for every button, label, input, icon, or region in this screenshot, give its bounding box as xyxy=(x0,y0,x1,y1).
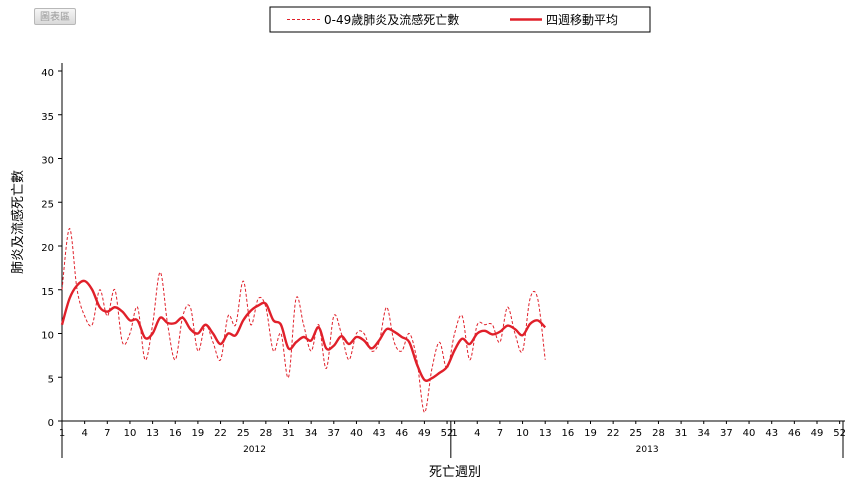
x-tick-label: 16 xyxy=(561,428,574,439)
x-tick-label: 10 xyxy=(124,428,137,439)
x-tick-label: 31 xyxy=(675,428,688,439)
x-tick-label: 34 xyxy=(305,428,318,439)
x-tick-label: 13 xyxy=(146,428,159,439)
axes xyxy=(61,63,845,458)
year-label: 2013 xyxy=(636,445,659,455)
y-tick-label: 10 xyxy=(41,331,54,342)
x-tick-label: 40 xyxy=(743,428,756,439)
x-tick-label: 1 xyxy=(451,428,457,439)
x-tick-label: 46 xyxy=(788,428,801,439)
x-tick-label: 10 xyxy=(516,428,529,439)
chart-area-badge: 圖表區 xyxy=(34,8,76,25)
series-lines xyxy=(60,228,547,413)
x-tick-label: 43 xyxy=(373,428,386,439)
x-tick-label: 13 xyxy=(539,428,552,439)
legend-entry-deaths: 0-49歲肺炎及流感死亡數 xyxy=(324,12,459,27)
year-label: 2012 xyxy=(243,445,266,455)
x-tick-label: 52 xyxy=(833,428,845,439)
x-tick-label: 37 xyxy=(327,428,340,439)
y-axis-ticks: 0 5 10 15 20 25 30 35 40 xyxy=(41,68,62,429)
y-tick-label: 20 xyxy=(41,243,54,254)
x-tick-label: 1 xyxy=(59,428,65,439)
x-tick-label: 22 xyxy=(214,428,227,439)
x-tick-label: 43 xyxy=(765,428,778,439)
x-tick-label: 22 xyxy=(607,428,620,439)
y-tick-label: 35 xyxy=(41,112,54,123)
x-tick-label: 4 xyxy=(81,428,87,439)
x-tick-label: 46 xyxy=(395,428,408,439)
series-deaths-line xyxy=(61,228,546,413)
y-tick-label: 0 xyxy=(48,418,54,429)
legend-entry-moving-average: 四週移動平均 xyxy=(546,13,618,27)
x-tick-label: 19 xyxy=(192,428,205,439)
x-tick-label: 7 xyxy=(497,428,503,439)
y-tick-label: 40 xyxy=(41,68,54,79)
y-axis-title: 肺炎及流感死亡數 xyxy=(10,170,26,274)
x-axis-title: 死亡週別 xyxy=(429,465,481,480)
x-tick-label: 4 xyxy=(474,428,480,439)
y-tick-label: 25 xyxy=(41,199,54,210)
x-tick-label: 31 xyxy=(282,428,295,439)
x-tick-label: 28 xyxy=(259,428,272,439)
y-tick-label: 5 xyxy=(48,374,54,385)
series-moving-average-line xyxy=(60,279,547,382)
legend-box xyxy=(269,6,651,33)
x-tick-label: 25 xyxy=(629,428,642,439)
x-tick-label: 7 xyxy=(104,428,110,439)
x-axis-ticks: 1 4 7 10 13 16 19 22 25 28 31 34 37 40 43 46 49 521 4 7 10 13… xyxy=(59,421,845,439)
y-tick-label: 30 xyxy=(41,156,54,167)
legend: 0-49歲肺炎及流感死亡數 四週移動平均 xyxy=(269,6,651,33)
x-tick-label: 19 xyxy=(584,428,597,439)
x-tick-label: 40 xyxy=(350,428,363,439)
x-tick-label: 52 xyxy=(441,428,454,439)
year-labels: 2012 2013 xyxy=(243,445,659,455)
x-tick-label: 16 xyxy=(169,428,182,439)
x-tick-label: 49 xyxy=(811,428,824,439)
y-tick-label: 15 xyxy=(41,287,54,298)
x-tick-label: 25 xyxy=(237,428,250,439)
x-tick-label: 49 xyxy=(418,428,431,439)
x-tick-label: 28 xyxy=(652,428,665,439)
x-tick-label: 34 xyxy=(697,428,710,439)
x-tick-label: 37 xyxy=(720,428,733,439)
